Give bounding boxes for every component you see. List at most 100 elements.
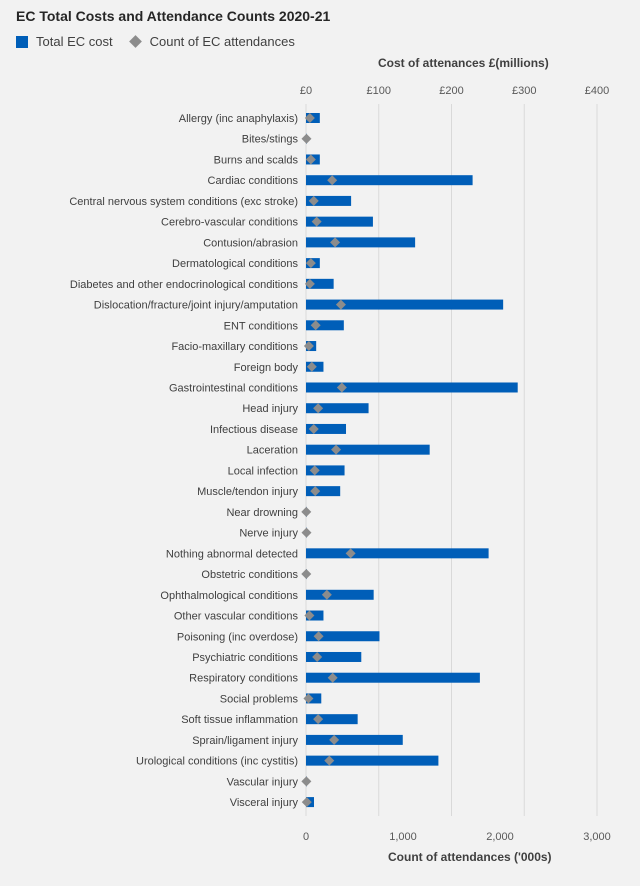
cost-bar-23 (306, 589, 374, 600)
count-marker-17 (309, 465, 320, 476)
top-tick-label-1: £100 (367, 85, 391, 97)
category-label-6: Contusion/abrasion (203, 237, 298, 249)
legend-item-cost: Total EC cost (16, 34, 113, 49)
count-marker-14 (313, 403, 324, 414)
bottom-tick-label-0: 0 (303, 831, 309, 843)
count-marker-32 (301, 776, 312, 787)
count-marker-3 (327, 175, 338, 186)
bottom-tick-label-1: 1,000 (389, 831, 417, 843)
cost-bar-6 (306, 237, 416, 248)
cost-bar-18 (306, 486, 341, 497)
count-marker-23 (321, 589, 332, 600)
top-tick-label-2: £200 (439, 85, 463, 97)
top-tick-label-3: £300 (512, 85, 536, 97)
count-marker-4 (308, 195, 319, 206)
category-label-16: Laceration (247, 445, 298, 457)
count-marker-8 (304, 278, 315, 289)
count-marker-20 (301, 527, 312, 538)
category-label-10: ENT conditions (224, 320, 299, 332)
category-label-13: Gastrointestinal conditions (169, 382, 299, 394)
count-marker-6 (330, 237, 341, 248)
count-marker-16 (331, 444, 342, 455)
count-marker-9 (335, 299, 346, 310)
count-marker-12 (306, 361, 317, 372)
cost-bar-14 (306, 403, 369, 414)
cost-bar-28 (306, 693, 322, 704)
count-marker-19 (301, 506, 312, 517)
cost-bar-17 (306, 465, 345, 476)
count-marker-21 (345, 548, 356, 559)
cost-bar-29 (306, 714, 358, 725)
cost-bar-21 (306, 548, 489, 559)
category-label-9: Dislocation/fracture/joint injury/amputa… (94, 300, 298, 312)
legend-label-cost: Total EC cost (36, 34, 113, 49)
top-tick-label-0: £0 (300, 85, 312, 97)
category-label-31: Urological conditions (inc cystitis) (136, 756, 298, 768)
bottom-tick-label-2: 2,000 (486, 831, 514, 843)
category-label-22: Obstetric conditions (201, 569, 298, 581)
category-label-21: Nothing abnormal detected (166, 548, 298, 560)
count-marker-24 (304, 610, 315, 621)
category-label-7: Dermatological conditions (172, 258, 298, 270)
bottom-tick-label-3: 3,000 (583, 831, 611, 843)
cost-bar-5 (306, 216, 373, 227)
count-marker-13 (336, 382, 347, 393)
cost-bar-27 (306, 672, 480, 683)
category-label-14: Head injury (242, 403, 298, 415)
category-label-1: Bites/stings (242, 134, 299, 146)
legend-label-count: Count of EC attendances (149, 34, 295, 49)
bottom-axis-title: Count of attendances ('000s) (388, 850, 552, 864)
category-label-25: Poisoning (inc overdose) (177, 631, 298, 643)
count-marker-0 (304, 113, 315, 123)
count-marker-30 (329, 734, 340, 745)
legend-swatch-cost (16, 35, 28, 48)
count-marker-15 (308, 423, 319, 434)
category-label-33: Visceral injury (230, 797, 299, 809)
cost-bar-8 (306, 278, 334, 289)
legend-item-count: Count of EC attendances (128, 34, 295, 49)
cost-bar-16 (306, 444, 430, 455)
count-marker-10 (310, 320, 321, 331)
category-label-29: Soft tissue inflammation (181, 714, 298, 726)
cost-bar-4 (306, 195, 352, 206)
cost-bar-3 (306, 175, 473, 186)
count-marker-11 (303, 341, 314, 352)
category-label-24: Other vascular conditions (174, 611, 299, 623)
category-label-18: Muscle/tendon injury (197, 486, 298, 498)
category-label-5: Cerebro-vascular conditions (161, 217, 298, 229)
count-marker-5 (311, 216, 322, 227)
category-label-32: Vascular injury (227, 776, 299, 788)
count-marker-7 (305, 258, 316, 269)
category-label-0: Allergy (inc anaphylaxis) (179, 113, 298, 125)
category-label-3: Cardiac conditions (208, 175, 299, 187)
cost-bar-31 (306, 755, 439, 766)
category-label-17: Local infection (228, 465, 298, 477)
category-label-11: Facio-maxillary conditions (171, 341, 298, 353)
count-marker-2 (305, 154, 316, 165)
count-marker-27 (327, 672, 338, 683)
count-marker-22 (301, 569, 312, 580)
top-tick-label-4: £400 (585, 85, 609, 97)
cost-bar-25 (306, 631, 380, 642)
cost-bar-15 (306, 423, 347, 434)
count-marker-18 (310, 486, 321, 497)
top-axis-title: Cost of attenances £(millions) (378, 56, 549, 70)
category-label-8: Diabetes and other endocrinological cond… (70, 279, 299, 291)
category-label-12: Foreign body (234, 362, 299, 374)
category-label-20: Nerve injury (239, 528, 298, 540)
count-marker-31 (324, 755, 335, 766)
category-label-30: Sprain/ligament injury (192, 735, 298, 747)
count-marker-33 (301, 797, 312, 808)
chart-title: EC Total Costs and Attendance Counts 202… (16, 8, 331, 24)
category-label-19: Near drowning (226, 507, 298, 519)
count-marker-29 (313, 714, 324, 725)
category-label-26: Psychiatric conditions (192, 652, 298, 664)
cost-bar-24 (306, 610, 324, 621)
cost-bar-9 (306, 299, 504, 310)
count-marker-1 (301, 133, 312, 144)
category-label-28: Social problems (220, 693, 299, 705)
count-marker-25 (313, 631, 324, 642)
category-label-23: Ophthalmological conditions (160, 590, 298, 602)
